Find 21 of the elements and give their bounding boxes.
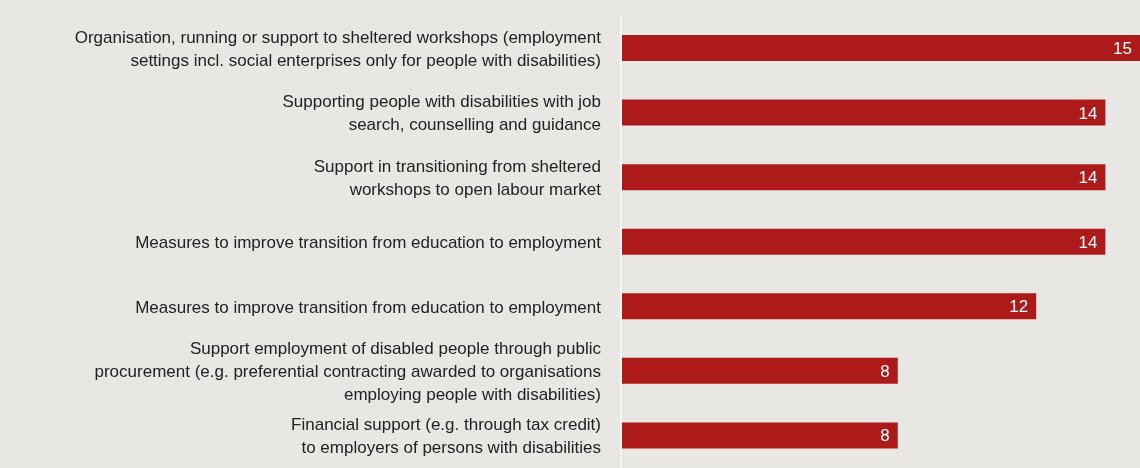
bar [621, 422, 898, 449]
data-label: 14 [1078, 103, 1098, 123]
y-tick-label: Measures to improve transition from education to employment [135, 297, 602, 317]
bar [621, 35, 1140, 61]
data-label: 8 [880, 361, 890, 381]
y-tick-label: Organisation, running or support to sheltered workshops (employment settings incl. social enterprises only for people with disabilities) [74, 27, 602, 70]
bar [621, 228, 1106, 255]
data-label: 14 [1078, 168, 1098, 188]
data-label: 12 [1009, 297, 1029, 317]
y-tick-label: Measures to improve transition from education to employment [135, 233, 602, 252]
data-label: 14 [1078, 232, 1098, 252]
y-tick-label: Supporting people with disabilities with job search, counselling and guidance [282, 92, 601, 135]
y-tick-label: Financial support (e.g. through tax credit) to employers of persons with disabilities [291, 415, 601, 458]
bar [621, 99, 1106, 126]
y-tick-label: Support employment of disabled people through public procurement (e.g. preferential contracting awarded to organisations employing people with disabilities) [94, 339, 602, 405]
bar [621, 293, 1037, 320]
bar [621, 164, 1106, 191]
data-label: 8 [880, 426, 890, 446]
y-tick-label: Support in transitioning from sheltered workshops to open labour market [313, 156, 602, 199]
bar [621, 357, 898, 384]
data-label: 15 [1113, 39, 1132, 59]
